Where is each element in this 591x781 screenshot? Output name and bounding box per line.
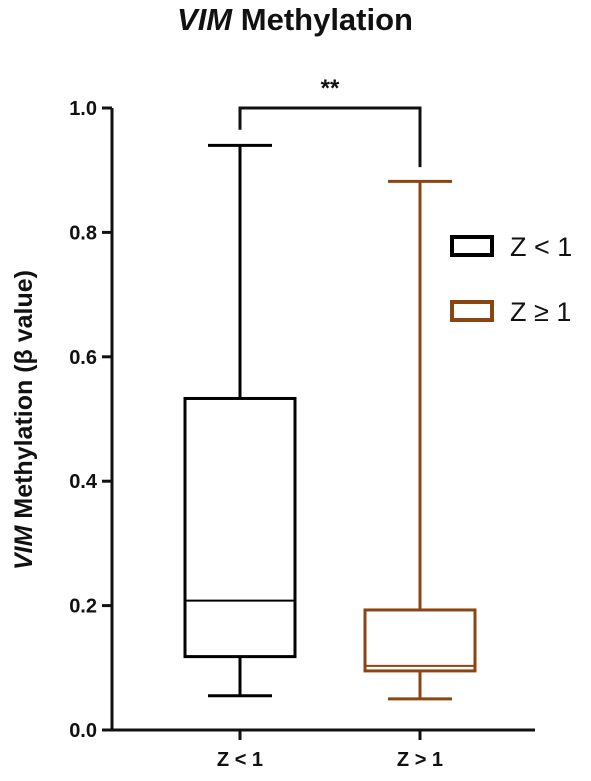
- significance-bracket: **: [238, 75, 422, 168]
- legend: Z < 1 Z ≥ 1: [450, 232, 572, 327]
- bracket-line: [238, 106, 422, 168]
- legend-item-1: Z < 1: [450, 232, 572, 262]
- chart-title: VIM Methylation: [177, 2, 413, 37]
- y-tick-label: 0.0: [69, 720, 97, 742]
- axes: [110, 108, 535, 732]
- title-italic: VIM: [177, 2, 233, 37]
- legend-label: Z ≥ 1: [510, 297, 571, 327]
- box-iqr: [183, 396, 297, 659]
- y-tick-label: 0.4: [69, 471, 98, 493]
- box-2: [363, 179, 477, 701]
- legend-label: Z < 1: [510, 232, 572, 262]
- y-ticks: 0.0 0.2 0.4 0.6 0.8 1.0: [69, 98, 112, 742]
- y-tick-label: 0.8: [69, 222, 97, 244]
- legend-swatch: [450, 300, 494, 322]
- ylabel-rest: Methylation (β value): [10, 270, 38, 526]
- y-axis-label: VIM Methylation (β value): [10, 270, 38, 570]
- significance-label: **: [321, 75, 340, 102]
- y-tick-label: 0.2: [69, 596, 97, 618]
- box-1: [183, 143, 297, 698]
- title-rest: Methylation: [232, 2, 413, 37]
- boxes: [183, 143, 477, 701]
- legend-item-2: Z ≥ 1: [450, 297, 571, 327]
- box-iqr: [363, 608, 477, 673]
- y-tick-label: 1.0: [69, 98, 97, 120]
- y-tick-label: 0.6: [69, 347, 97, 369]
- x-tick-label: Z < 1: [217, 749, 263, 771]
- x-tick-label: Z > 1: [397, 749, 443, 771]
- legend-swatch: [450, 235, 494, 257]
- ylabel-italic: VIM: [10, 524, 38, 570]
- x-ticks: Z < 1 Z > 1: [217, 730, 443, 771]
